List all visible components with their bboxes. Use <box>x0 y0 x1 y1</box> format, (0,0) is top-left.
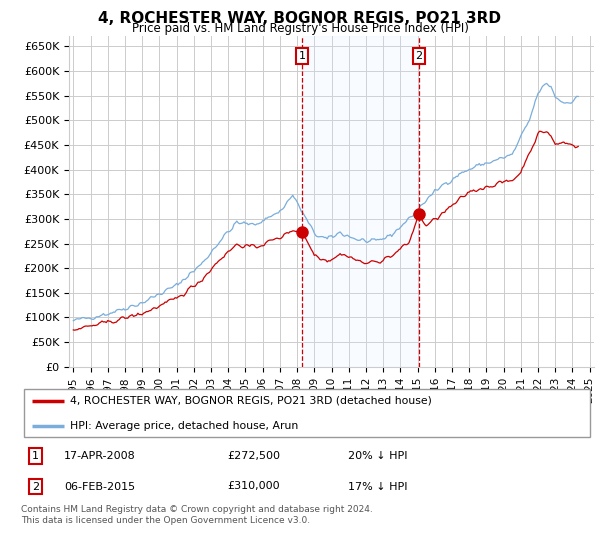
Text: 4, ROCHESTER WAY, BOGNOR REGIS, PO21 3RD (detached house): 4, ROCHESTER WAY, BOGNOR REGIS, PO21 3RD… <box>70 396 431 406</box>
Bar <box>302 36 419 367</box>
Text: 20% ↓ HPI: 20% ↓ HPI <box>347 451 407 461</box>
Text: 2: 2 <box>32 482 39 492</box>
Text: Contains HM Land Registry data © Crown copyright and database right 2024.
This d: Contains HM Land Registry data © Crown c… <box>21 505 373 525</box>
Text: 1: 1 <box>299 51 305 61</box>
Text: 06-FEB-2015: 06-FEB-2015 <box>64 482 135 492</box>
Text: 17-APR-2008: 17-APR-2008 <box>64 451 136 461</box>
Text: 17% ↓ HPI: 17% ↓ HPI <box>347 482 407 492</box>
Text: HPI: Average price, detached house, Arun: HPI: Average price, detached house, Arun <box>70 421 298 431</box>
Text: Price paid vs. HM Land Registry's House Price Index (HPI): Price paid vs. HM Land Registry's House … <box>131 22 469 35</box>
Text: 4, ROCHESTER WAY, BOGNOR REGIS, PO21 3RD: 4, ROCHESTER WAY, BOGNOR REGIS, PO21 3RD <box>98 11 502 26</box>
FancyBboxPatch shape <box>24 389 590 437</box>
Text: 2: 2 <box>416 51 422 61</box>
Text: 1: 1 <box>32 451 39 461</box>
Text: £272,500: £272,500 <box>227 451 280 461</box>
Text: £310,000: £310,000 <box>227 482 280 492</box>
